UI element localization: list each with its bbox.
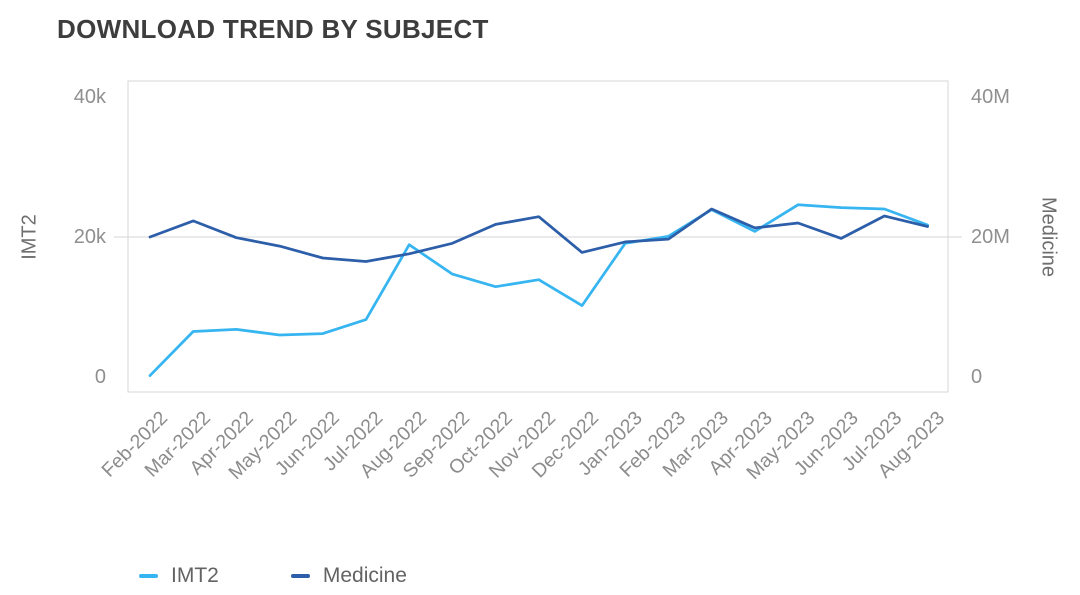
chart-legend: IMT2 Medicine bbox=[139, 563, 407, 588]
legend-label: Medicine bbox=[322, 564, 407, 587]
y-axis-tick-left: 0 bbox=[94, 366, 106, 388]
series-line-imt2[interactable] bbox=[148, 203, 929, 377]
chart-title: DOWNLOAD TREND BY SUBJECT bbox=[57, 14, 489, 44]
y-axis-tick-right: 20M bbox=[971, 226, 1010, 248]
legend-swatch-imt2 bbox=[139, 573, 158, 578]
legend-item-imt2[interactable]: IMT2 bbox=[139, 563, 219, 588]
legend-swatch-medicine bbox=[290, 573, 310, 578]
y-axis-tick-right: 0 bbox=[971, 366, 983, 388]
legend-item-medicine[interactable]: Medicine bbox=[290, 563, 407, 588]
y-axis-tick-left: 20k bbox=[73, 226, 106, 248]
y-axis-tick-left: 40k bbox=[73, 86, 106, 108]
legend-label: IMT2 bbox=[171, 564, 219, 587]
series-line-medicine[interactable] bbox=[148, 207, 929, 263]
y-axis-tick-right: 40M bbox=[971, 86, 1010, 108]
